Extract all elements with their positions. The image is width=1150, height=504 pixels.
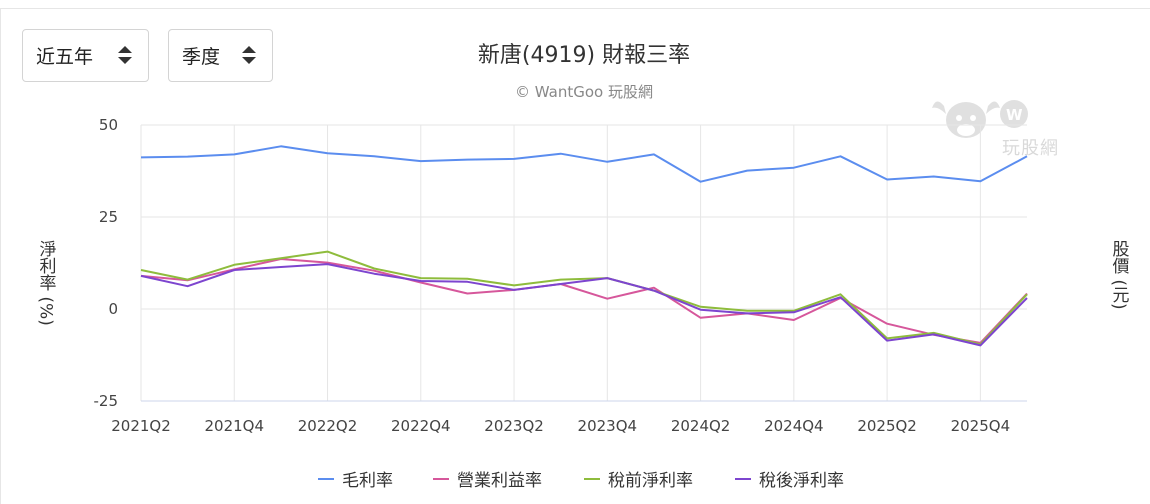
legend-item-2[interactable]: 稅前淨利率 [584,466,693,491]
legend-item-1[interactable]: 營業利益率 [433,466,542,491]
series-line-1[interactable] [140,258,1028,344]
x-tick-label: 2023Q4 [578,417,638,435]
y-axis-title-left-text: 淨利率 (%) [35,240,56,326]
y-tick-label: 0 [108,300,118,318]
legend-swatch [318,477,334,480]
series-line-0[interactable] [140,145,1028,183]
x-tick-label: 2024Q2 [671,417,731,435]
svg-text:W: W [1006,106,1023,124]
legend-label: 稅後淨利率 [759,471,844,491]
legend-item-3[interactable]: 稅後淨利率 [735,466,844,491]
x-tick-label: 2022Q2 [298,417,358,435]
chart-title: 新唐(4919) 財報三率 [477,43,691,68]
legend-label: 稅前淨利率 [608,471,693,491]
chart-legend: 毛利率 營業利益率 稅前淨利率 稅後淨利率 [0,466,1150,491]
period-select[interactable]: 近五年 [22,29,149,82]
y-axis-title-left: 淨利率 (%) [33,240,57,332]
x-tick-label: 2022Q4 [391,417,451,435]
x-tick-label: 2024Q4 [764,417,824,435]
y-tick-label: 25 [99,208,118,226]
series-line-3[interactable] [140,263,1028,347]
watermark-text: 玩股網 [1002,138,1059,159]
legend-swatch [584,477,600,480]
legend-label: 毛利率 [342,471,393,491]
interval-select[interactable]: 季度 [168,29,273,82]
period-select-value: 近五年 [36,46,94,68]
x-tick-label: 2025Q2 [857,417,917,435]
y-axis-title-right-text: 股價 (元) [1108,240,1129,310]
interval-select-value: 季度 [182,46,221,68]
x-tick-label: 2023Q2 [484,417,544,435]
line-chart: 50 25 0 -25 2021Q2 2021Q4 2022Q2 2022Q4 2023Q2 20… [94,116,1028,435]
legend-label: 營業利益率 [457,471,542,491]
y-tick-label: -25 [94,392,119,410]
wantgoo-watermark: W 玩股網 [930,92,1070,162]
legend-item-0[interactable]: 毛利率 [318,466,393,491]
card-left-border [0,8,1,504]
x-tick-label: 2021Q4 [204,417,264,435]
chart-subtitle: © WantGoo 玩股網 [515,83,653,101]
series-line-2[interactable] [140,250,1028,346]
y-axis-title-right: 股價 (元) [1106,240,1130,316]
legend-swatch [735,477,751,480]
y-tick-label: 50 [99,116,118,134]
legend-swatch [433,477,449,480]
sort-arrows-icon [118,46,132,66]
x-tick-label: 2021Q2 [111,417,171,435]
x-tick-label: 2025Q4 [951,417,1011,435]
sort-arrows-icon [242,46,256,66]
card-top-border [0,8,1150,9]
bull-logo-icon: W [932,100,1028,138]
